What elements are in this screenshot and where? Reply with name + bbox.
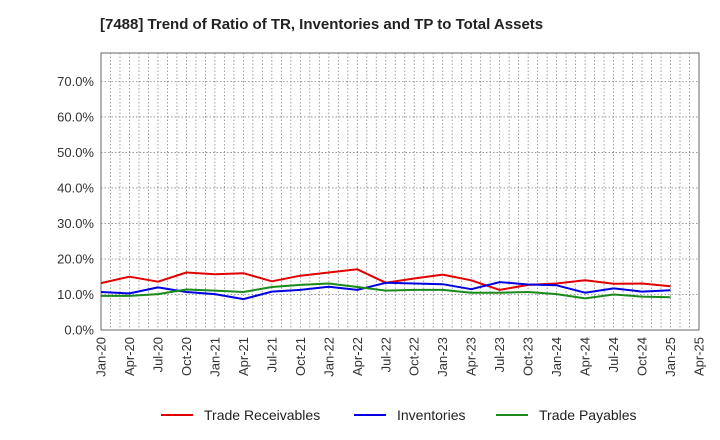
x-tick-label: Jan-21	[207, 337, 222, 377]
x-tick-label: Apr-20	[122, 337, 137, 376]
x-tick-label: Apr-23	[464, 337, 479, 376]
x-tick-label: Jan-22	[321, 337, 336, 377]
legend-label: Inventories	[397, 407, 465, 423]
y-tick-label: 20.0%	[57, 251, 94, 266]
x-tick-label: Oct-21	[293, 337, 308, 376]
legend: Trade Receivables Inventories Trade Payabl…	[161, 407, 637, 423]
x-tick-label: Apr-24	[578, 337, 593, 376]
x-tick-label: Jul-23	[492, 337, 507, 372]
chart-title: [7488] Trend of Ratio of TR, Inventories…	[100, 16, 543, 33]
x-tick-label: Jan-20	[94, 337, 109, 377]
x-tick-label: Jul-24	[606, 337, 621, 372]
x-tick-label: Apr-25	[692, 337, 707, 376]
y-tick-label: 70.0%	[57, 74, 94, 89]
x-tick-label: Apr-21	[236, 337, 251, 376]
series-line-inventories	[100, 281, 671, 301]
x-tick-label: Jul-21	[264, 337, 279, 372]
y-tick-label: 50.0%	[57, 145, 94, 160]
series-lines	[100, 268, 671, 301]
grid	[101, 53, 699, 330]
x-tick-label: Oct-24	[635, 337, 650, 376]
y-tick-label: 10.0%	[57, 287, 94, 302]
x-tick-label: Oct-23	[521, 337, 536, 376]
y-tick-label: 0.0%	[64, 323, 94, 338]
x-tick-label: Oct-22	[407, 337, 422, 376]
x-tick-label: Jul-20	[150, 337, 165, 372]
y-axis: 0.0% 10.0% 20.0% 30.0% 40.0% 50.0% 60.0% 70.0%	[57, 74, 94, 338]
x-axis: Jan-20 Apr-20 Jul-20 Oct-20 Jan-21 Apr-21 Jul-…	[94, 337, 707, 377]
x-tick-label: Jan-25	[663, 337, 678, 377]
x-tick-label: Jan-24	[549, 337, 564, 377]
y-tick-label: 60.0%	[57, 109, 94, 124]
x-tick-label: Jan-23	[435, 337, 450, 377]
x-tick-label: Apr-22	[350, 337, 365, 376]
series-line-trade-payables	[101, 282, 671, 300]
x-tick-label: Oct-20	[179, 337, 194, 376]
legend-label: Trade Payables	[539, 407, 637, 423]
y-tick-label: 30.0%	[57, 216, 94, 231]
y-tick-label: 40.0%	[57, 180, 94, 195]
legend-label: Trade Receivables	[204, 407, 320, 423]
x-tick-label: Jul-22	[378, 337, 393, 372]
